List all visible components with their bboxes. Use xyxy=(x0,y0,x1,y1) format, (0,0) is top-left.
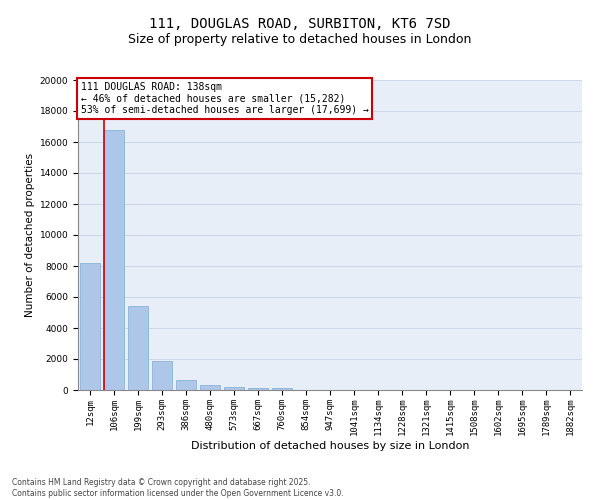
Text: Contains HM Land Registry data © Crown copyright and database right 2025.
Contai: Contains HM Land Registry data © Crown c… xyxy=(12,478,344,498)
Bar xyxy=(248,388,268,390)
Text: 111 DOUGLAS ROAD: 138sqm
← 46% of detached houses are smaller (15,282)
53% of se: 111 DOUGLAS ROAD: 138sqm ← 46% of detach… xyxy=(80,82,368,115)
Bar xyxy=(104,130,124,390)
Bar xyxy=(272,388,292,390)
Text: Size of property relative to detached houses in London: Size of property relative to detached ho… xyxy=(128,32,472,46)
Bar xyxy=(176,380,196,390)
Bar xyxy=(80,263,100,390)
Text: 111, DOUGLAS ROAD, SURBITON, KT6 7SD: 111, DOUGLAS ROAD, SURBITON, KT6 7SD xyxy=(149,18,451,32)
Y-axis label: Number of detached properties: Number of detached properties xyxy=(25,153,35,317)
Bar xyxy=(128,306,148,390)
Bar xyxy=(152,362,172,390)
Bar xyxy=(224,387,244,390)
Bar xyxy=(200,384,220,390)
X-axis label: Distribution of detached houses by size in London: Distribution of detached houses by size … xyxy=(191,441,469,451)
